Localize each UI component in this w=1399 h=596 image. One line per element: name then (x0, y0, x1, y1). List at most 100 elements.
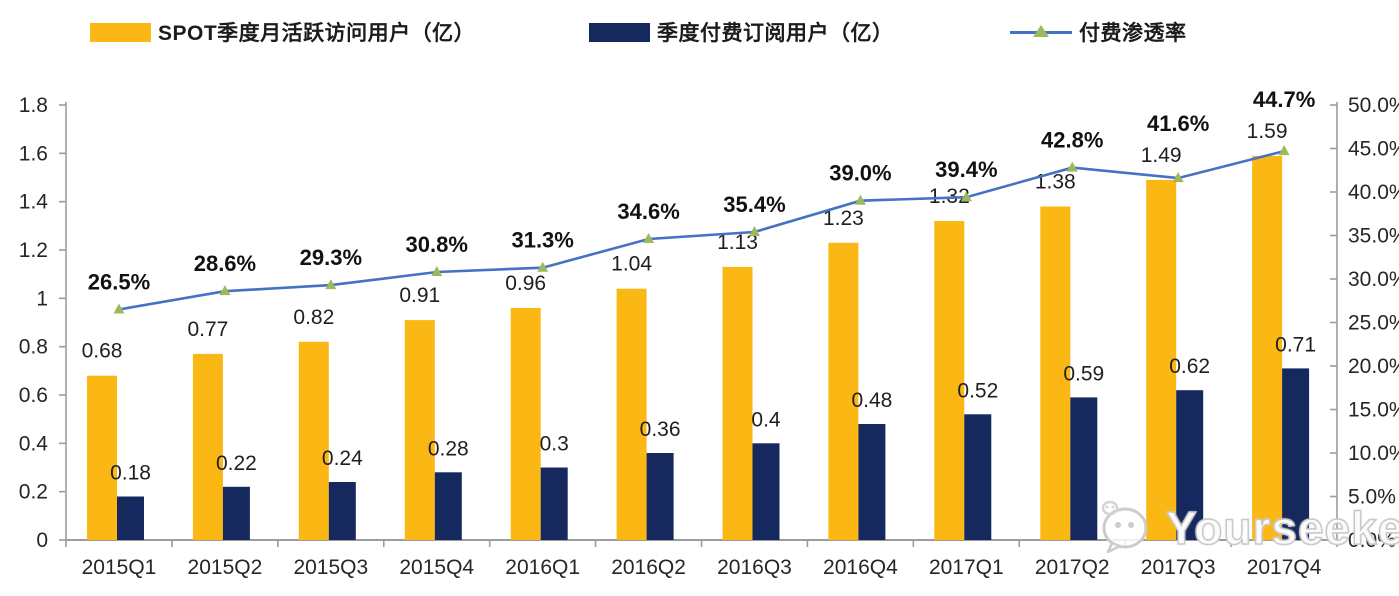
right-axis-tick-label: 35.0% (1348, 225, 1399, 248)
left-axis-tick-label: 0.4 (19, 432, 49, 455)
paid-legend-swatch-icon (589, 22, 650, 42)
mau-legend-swatch-icon (90, 22, 151, 42)
paid-bar (328, 482, 356, 540)
penetration-label: 34.6% (617, 199, 679, 224)
paid-bar (1070, 397, 1098, 540)
penetration-label: 29.3% (300, 245, 362, 270)
paid-bar (646, 453, 674, 540)
mau-bar (510, 308, 541, 540)
penetration-marker-icon (960, 191, 972, 202)
x-axis-label: 2016Q2 (611, 556, 686, 579)
penetration-label: 42.8% (1041, 128, 1103, 153)
paid-value-label: 0.48 (851, 389, 892, 412)
right-axis-tick-label: 20.0% (1348, 355, 1399, 378)
penetration-label: 39.0% (829, 161, 891, 186)
penetration-line-marker-icon (1010, 25, 1072, 39)
x-axis-label: 2015Q1 (82, 556, 157, 579)
legend-item-penetration: 付费渗透率 (1010, 18, 1187, 46)
paid-value-label: 0.4 (751, 408, 781, 431)
mau-value-label: 0.77 (187, 318, 228, 341)
right-axis-tick-label: 15.0% (1348, 399, 1399, 422)
penetration-label: 26.5% (88, 269, 150, 294)
mau-bar (722, 266, 753, 540)
penetration-marker-icon (431, 266, 443, 277)
right-axis-tick-label: 45.0% (1348, 138, 1399, 161)
left-axis-tick-label: 0.2 (19, 481, 48, 504)
penetration-label: 44.7% (1253, 87, 1315, 112)
mau-value-label: 1.59 (1247, 120, 1288, 143)
mau-value-label: 1.04 (611, 253, 652, 276)
mau-bar (87, 375, 117, 540)
right-axis-tick-label: 25.0% (1348, 312, 1399, 335)
right-axis-tick-label: 50.0% (1348, 94, 1399, 117)
paid-value-label: 0.52 (957, 379, 998, 402)
mau-value-label: 1.49 (1141, 144, 1182, 167)
penetration-label: 35.4% (723, 192, 785, 217)
penetration-marker-icon (1278, 145, 1290, 156)
x-axis-label: 2016Q3 (717, 556, 792, 579)
left-axis-tick-label: 0.6 (19, 384, 48, 407)
paid-value-label: 0.71 (1275, 333, 1316, 356)
mau-bar (828, 242, 859, 541)
left-axis-tick-label: 1 (36, 287, 48, 310)
paid-value-label: 0.18 (110, 462, 151, 485)
right-axis-tick-label: 40.0% (1348, 181, 1399, 204)
mau-value-label: 1.38 (1035, 171, 1076, 194)
mau-value-label: 0.96 (505, 272, 546, 295)
paid-bar (434, 472, 462, 540)
penetration-marker-icon (219, 285, 231, 296)
mau-bar (1252, 155, 1283, 541)
penetration-marker-icon (749, 226, 760, 237)
mau-value-label: 0.82 (293, 306, 334, 329)
paid-bar (858, 424, 886, 540)
penetration-label: 41.6% (1147, 111, 1209, 136)
penetration-marker-icon (113, 303, 125, 314)
left-axis-tick-label: 1.6 (19, 142, 48, 165)
x-axis-label: 2015Q4 (399, 556, 474, 579)
left-axis-tick-label: 0 (36, 529, 48, 552)
paid-value-label: 0.22 (216, 452, 257, 475)
x-axis-label: 2016Q1 (505, 556, 580, 579)
mau-value-label: 0.91 (399, 284, 440, 307)
penetration-marker-icon (1066, 161, 1078, 172)
mau-value-label: 1.23 (823, 207, 864, 230)
mau-value-label: 1.13 (717, 231, 758, 254)
axes (59, 102, 1338, 547)
left-axis-tick-label: 1.2 (19, 239, 48, 262)
paid-bar (964, 414, 992, 540)
mau-legend-label: SPOT季度月活跃访问用户（亿） (158, 22, 476, 45)
right-axis-tick-label: 30.0% (1348, 268, 1399, 291)
penetration-line (118, 149, 1285, 311)
paid-legend-label: 季度付费订阅用户（亿） (657, 22, 894, 45)
paid-value-label: 0.59 (1063, 362, 1104, 385)
right-axis-tick-label: 0.0% (1348, 529, 1396, 552)
penetration-marker-icon (325, 279, 337, 290)
paid-value-label: 0.36 (640, 418, 681, 441)
right-axis-tick-label: 5.0% (1348, 486, 1396, 509)
left-axis-tick-label: 1.4 (19, 191, 49, 214)
penetration-label: 31.3% (511, 228, 573, 253)
x-axis-label: 2017Q4 (1247, 556, 1322, 579)
paid-bar (1282, 368, 1310, 540)
x-axis-label: 2017Q2 (1035, 556, 1110, 579)
left-axis-tick-label: 1.8 (19, 94, 48, 117)
x-axis-label: 2015Q2 (188, 556, 263, 579)
x-axis-label: 2017Q1 (929, 556, 1004, 579)
paid-bar (540, 467, 568, 540)
left-axis-tick-label: 0.8 (19, 336, 48, 359)
paid-value-label: 0.62 (1169, 355, 1210, 378)
penetration-legend-label: 付费渗透率 (1079, 22, 1187, 45)
mau-bar (934, 221, 965, 540)
mau-bar (404, 320, 435, 540)
x-axis-label: 2015Q3 (293, 556, 368, 579)
paid-bar (752, 443, 780, 540)
mau-value-label: 0.68 (82, 340, 123, 363)
penetration-label: 28.6% (194, 251, 256, 276)
penetration-label: 30.8% (406, 232, 468, 257)
penetration-marker-icon (537, 261, 549, 272)
penetration-marker-icon (643, 232, 655, 243)
mau-bar (1040, 206, 1071, 540)
paid-bar (1176, 390, 1204, 540)
